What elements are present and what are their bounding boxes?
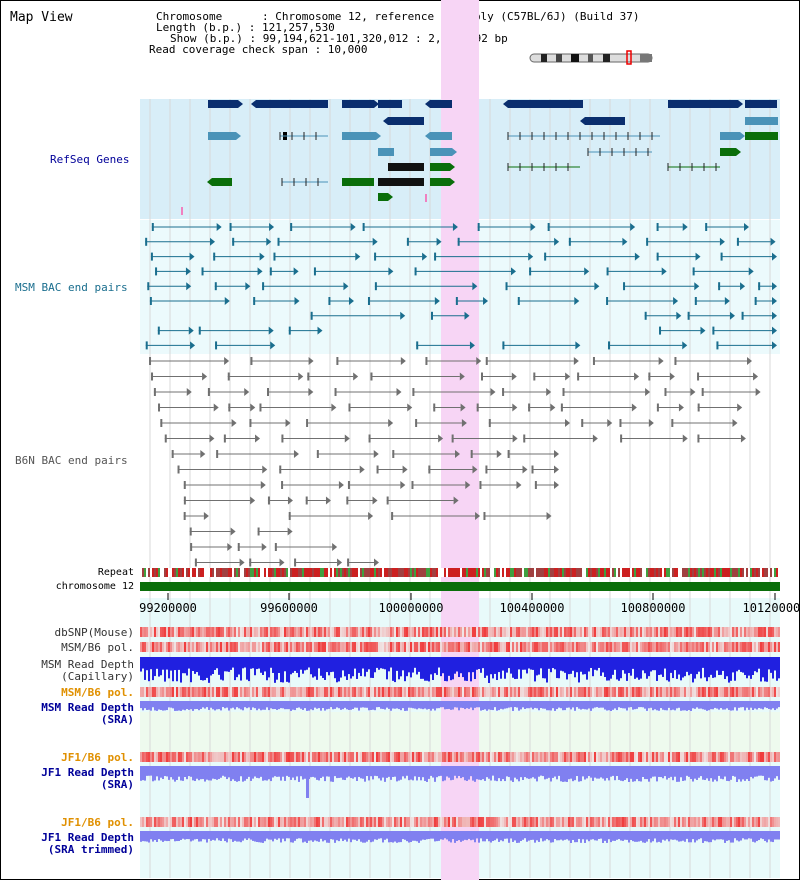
- track-label-jf1-depth-trim-sub: (SRA trimmed): [47, 843, 134, 856]
- track-label-msm-depth-cap-sub: (Capillary): [61, 670, 134, 683]
- chromosome-bar: [140, 582, 780, 591]
- gene-feature: [430, 163, 450, 171]
- track-label-msm-bac[interactable]: MSM BAC end pairs: [15, 281, 128, 294]
- page-title: Map View: [10, 10, 73, 25]
- track-label-jf1-depth-trim[interactable]: JF1 Read Depth: [41, 831, 134, 844]
- gene-feature: [745, 117, 778, 125]
- axis-tick-label: 100000000: [378, 601, 443, 615]
- gene-feature: [430, 100, 452, 108]
- gene-feature: [508, 100, 583, 108]
- gene-feature: [378, 148, 394, 156]
- length-info: Length (b.p.) : 121,257,530: [156, 21, 335, 34]
- track-label-msm-pol-1[interactable]: MSM/B6 pol.: [61, 641, 134, 654]
- gene-feature: [430, 148, 452, 156]
- chromosome-ideogram[interactable]: [529, 50, 653, 65]
- axis-tick-label: 100400000: [499, 601, 564, 615]
- gene-feature: [720, 132, 740, 140]
- gene-feature: [208, 132, 236, 140]
- axis-tick-label: 99600000: [260, 601, 318, 615]
- gene-feature: [212, 178, 232, 186]
- track-label-jf1-pol-1[interactable]: JF1/B6 pol.: [61, 751, 134, 764]
- gene-feature: [256, 100, 328, 108]
- gene-feature: [745, 132, 778, 140]
- gene-feature: [378, 193, 388, 201]
- gene-feature: [430, 132, 452, 140]
- track-label-jf1-pol-2[interactable]: JF1/B6 pol.: [61, 816, 134, 829]
- gene-feature: [378, 100, 402, 108]
- track-label-msm-pol-2[interactable]: MSM/B6 pol.: [61, 686, 134, 699]
- gene-feature: [585, 117, 625, 125]
- coverage-info: Read coverage check span : 10,000: [149, 43, 368, 56]
- track-label-msm-depth-sra[interactable]: MSM Read Depth: [41, 701, 134, 714]
- gene-feature: [388, 163, 424, 171]
- track-label-refseq[interactable]: RefSeq Genes: [50, 153, 130, 166]
- gene-feature: [745, 100, 777, 108]
- gene-feature: [342, 178, 374, 186]
- track-label-jf1-depth-sra-sub: (SRA): [100, 778, 134, 791]
- track-label-b6n-bac[interactable]: B6N BAC end pairs: [15, 454, 128, 467]
- track-label-msm-depth-cap[interactable]: MSM Read Depth: [41, 658, 134, 671]
- highlight-region: [441, 0, 479, 880]
- track-label-chromosome: chromosome 12: [55, 581, 134, 592]
- track-label-msm-depth-sra-sub: (SRA): [100, 713, 134, 726]
- axis-tick-label: 101200000: [742, 601, 800, 615]
- gene-feature: [378, 178, 424, 186]
- axis-tick-label: 100800000: [620, 601, 685, 615]
- gene-feature: [342, 132, 376, 140]
- gene-feature: [208, 100, 238, 108]
- track-label-jf1-depth-sra[interactable]: JF1 Read Depth: [41, 766, 134, 779]
- ideogram-position-marker: [626, 50, 632, 65]
- track-label-repeat: Repeat: [97, 567, 134, 578]
- gene-feature: [430, 178, 450, 186]
- track-label-dbsnp[interactable]: dbSNP(Mouse): [54, 626, 134, 639]
- gene-feature: [388, 117, 424, 125]
- gene-feature: [668, 100, 738, 108]
- gene-feature: [342, 100, 374, 108]
- gene-feature: [720, 148, 736, 156]
- axis-tick-label: 99200000: [139, 601, 197, 615]
